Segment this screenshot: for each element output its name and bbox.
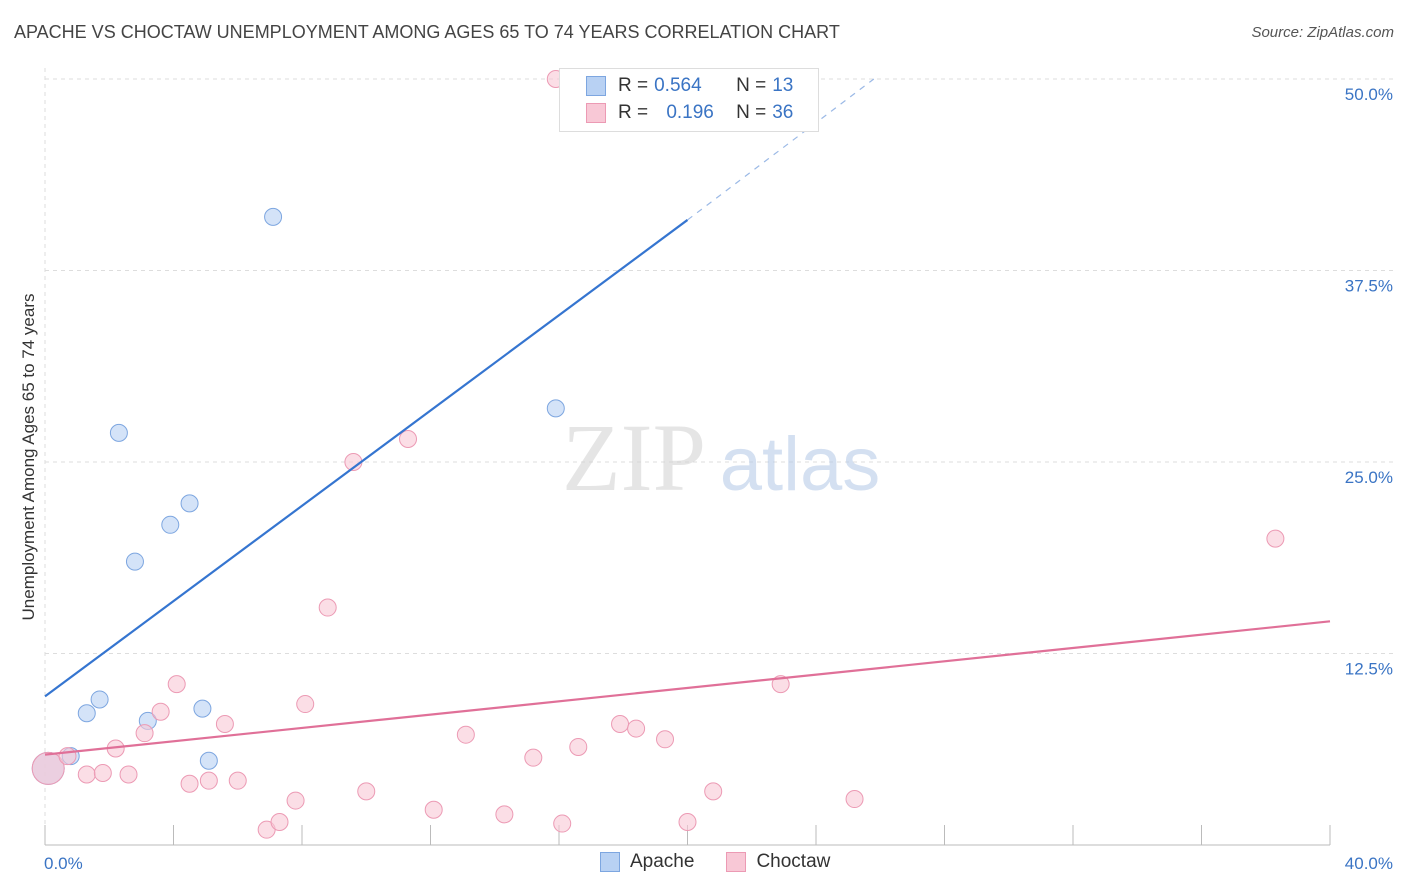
x-tick-label: 0.0%	[44, 854, 83, 873]
choctaw-point	[357, 782, 376, 801]
choctaw-point	[119, 765, 138, 784]
choctaw-point	[135, 724, 154, 743]
choctaw-point	[456, 725, 475, 744]
series-legend: Apache Choctaw	[600, 851, 862, 873]
apache-trend-line	[44, 219, 689, 698]
choctaw-point	[151, 702, 170, 721]
legend-apache-swatch	[600, 852, 620, 872]
choctaw-point	[228, 771, 247, 790]
apache-point	[77, 704, 96, 723]
apache-point	[90, 690, 109, 709]
choctaw-r-label: R =	[618, 102, 649, 123]
choctaw-point	[270, 813, 289, 832]
choctaw-point	[286, 791, 305, 810]
choctaw-point	[296, 695, 315, 714]
choctaw-point	[656, 730, 675, 749]
choctaw-point	[553, 814, 572, 833]
choctaw-swatch	[586, 103, 606, 123]
y-tick-label: 12.5%	[1345, 660, 1393, 679]
correlation-legend: R = 0.564 N = 13 R = 0.196 N = 36	[559, 68, 819, 132]
choctaw-point	[627, 719, 646, 738]
apache-point	[199, 751, 218, 770]
apache-r-value: 0.564	[654, 75, 702, 96]
choctaw-point	[569, 737, 588, 756]
apache-point	[264, 207, 283, 226]
legend-row-choctaw: R = 0.196 N = 36	[586, 100, 793, 126]
legend-choctaw-swatch	[726, 852, 747, 872]
choctaw-point	[93, 763, 112, 782]
choctaw-point	[77, 765, 96, 784]
choctaw-point	[180, 774, 199, 793]
choctaw-point	[1266, 529, 1285, 548]
y-tick-label: 50.0%	[1345, 85, 1393, 104]
apache-point	[109, 423, 128, 442]
legend-choctaw-label: Choctaw	[756, 851, 831, 872]
choctaw-r-value: 0.196	[666, 102, 714, 123]
apache-trend-extension	[687, 78, 875, 221]
choctaw-point	[199, 771, 218, 790]
source-label: Source: ZipAtlas.com	[1251, 24, 1394, 41]
apache-n-value: 13	[772, 75, 794, 96]
choctaw-point	[704, 782, 723, 801]
choctaw-point	[678, 813, 697, 832]
apache-point	[193, 699, 212, 718]
apache-swatch	[586, 76, 606, 96]
choctaw-point	[495, 805, 514, 824]
y-axis-tick-labels: 12.5% 25.0% 37.5% 50.0%	[1345, 85, 1393, 679]
chart-title: APACHE VS CHOCTAW UNEMPLOYMENT AMONG AGE…	[14, 22, 840, 42]
apache-n-label: N =	[736, 75, 767, 96]
choctaw-point	[611, 714, 630, 733]
y-axis-label: Unemployment Among Ages 65 to 74 years	[19, 294, 38, 621]
choctaw-points	[31, 70, 1285, 839]
legend-apache-label: Apache	[630, 851, 695, 872]
choctaw-point	[399, 430, 418, 449]
y-tick-label: 25.0%	[1345, 468, 1393, 487]
choctaw-n-value: 36	[772, 102, 794, 123]
choctaw-point	[215, 714, 234, 733]
choctaw-point	[771, 675, 790, 694]
x-tick-label: 40.0%	[1345, 854, 1393, 873]
choctaw-point	[58, 747, 77, 766]
x-axis-tick-labels: 0.0% 40.0%	[44, 854, 1393, 873]
choctaw-point	[31, 751, 65, 785]
apache-point	[161, 515, 180, 534]
apache-points	[31, 207, 565, 785]
watermark-zip: ZIP	[562, 404, 706, 511]
y-tick-label: 37.5%	[1345, 277, 1393, 296]
choctaw-point	[845, 790, 864, 809]
trend-lines	[44, 78, 1331, 756]
choctaw-point	[524, 748, 543, 767]
apache-r-label: R =	[618, 75, 649, 96]
choctaw-trend-line	[44, 620, 1331, 756]
watermark-atlas: atlas	[720, 422, 881, 507]
legend-item-apache: Apache	[600, 851, 694, 873]
choctaw-point	[167, 675, 186, 694]
choctaw-n-label: N =	[736, 102, 767, 123]
apache-point	[125, 552, 144, 571]
legend-item-choctaw: Choctaw	[726, 851, 830, 873]
choctaw-point	[318, 598, 337, 617]
legend-row-apache: R = 0.564 N = 13	[586, 73, 793, 99]
apache-point	[180, 494, 199, 513]
apache-point	[546, 399, 565, 418]
choctaw-point	[424, 800, 443, 819]
